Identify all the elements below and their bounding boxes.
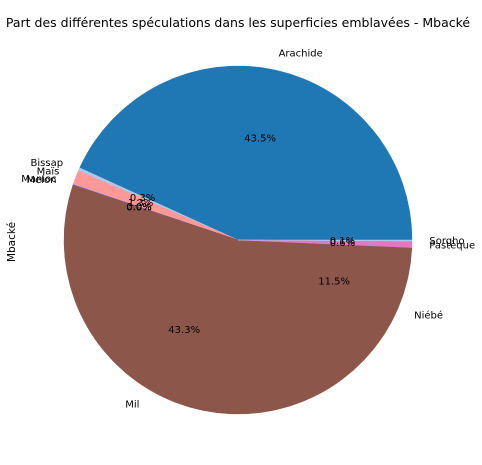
slice-label-sorgho: Sorgho (429, 236, 464, 247)
pie-labels: Arachide 43.5% Bissap 0.3% Maïs 1.3% Manioc 0.0… (21, 49, 475, 411)
slice-label-niebe: Niébé (414, 310, 443, 322)
y-axis-label: Mbacké (6, 222, 18, 262)
pie-slice-sorgho (237, 239, 413, 242)
slice-pct-sorgho: 0.1% (330, 236, 355, 247)
slice-label-bissap: Bissap (31, 158, 64, 169)
slice-pct-melon: 0.0% (126, 202, 151, 213)
slice-pct-mais: 1.3% (128, 198, 153, 209)
slice-label-mais: Maïs (37, 167, 60, 178)
slice-pct-bissap: 0.3% (130, 193, 155, 204)
pie-slices (63, 65, 413, 415)
slice-pct-arachide: 43.5% (244, 134, 276, 145)
slice-label-arachide: Arachide (279, 49, 323, 60)
slice-pct-pasteque: 0.6% (330, 238, 355, 249)
slice-pct-niebe: 11.5% (318, 276, 350, 287)
slice-pct-manioc: 0.0% (126, 202, 151, 213)
pie-slice-niebe (237, 239, 413, 361)
slice-pct-mil: 43.3% (168, 325, 200, 336)
chart-title: Part des différentes spéculations dans l… (6, 15, 470, 30)
pie-slice-arachide (79, 65, 413, 241)
slice-label-melon: Melon (26, 175, 56, 186)
slice-label-mil: Mil (125, 400, 139, 411)
pie-slice-mil (63, 184, 365, 415)
slice-label-manioc: Manioc (21, 174, 57, 185)
slice-label-pasteque: Pastèque (429, 239, 475, 251)
